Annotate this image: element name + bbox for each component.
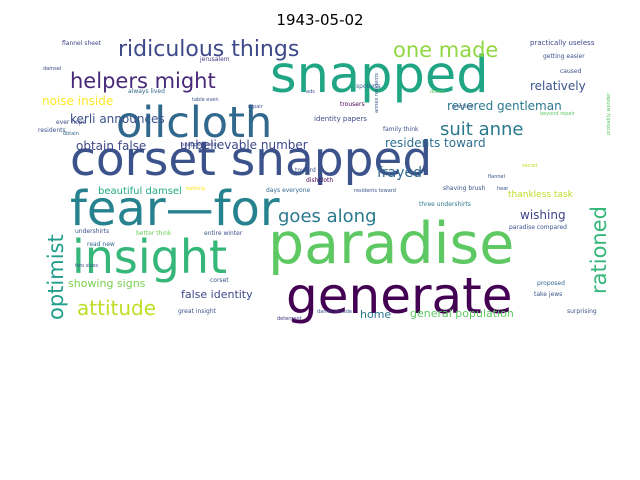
word-64: probably wonder: [606, 92, 612, 135]
word-6: oilcloth: [116, 98, 272, 148]
word-66: hear: [497, 186, 509, 192]
word-12: optimist: [44, 234, 68, 320]
word-60: obtain: [63, 131, 79, 137]
word-61: two sizes: [75, 263, 98, 269]
word-35: jerusalem: [199, 56, 230, 63]
word-11: goes along: [278, 206, 377, 227]
word-33: practically useless: [530, 39, 595, 47]
word-47: three undershirts: [419, 201, 471, 208]
word-21: relatively: [530, 79, 586, 93]
word-17: obtain false: [76, 139, 146, 153]
word-62: repair: [248, 104, 264, 110]
word-40: caused: [560, 68, 582, 75]
word-15: revered gentleman: [447, 99, 562, 113]
word-54: proposed: [537, 280, 565, 287]
word-3: generate: [286, 267, 513, 325]
word-25: showing signs: [68, 277, 146, 290]
word-46: shaving brush: [443, 185, 486, 192]
word-24: wishing: [520, 208, 566, 222]
word-14: rationed: [587, 206, 611, 294]
word-74: annex residents: [374, 73, 380, 113]
word-39: spotless: [356, 83, 381, 90]
word-37: ever hope: [56, 119, 87, 126]
word-0: corset snapped: [70, 132, 432, 187]
word-73: daniel include: [317, 309, 352, 315]
word-32: flannel sheet: [62, 40, 102, 47]
chart-title: 1943-05-02: [276, 11, 364, 29]
word-34: getting easier: [543, 53, 585, 60]
word-53: great insight: [178, 308, 217, 315]
word-52: read new: [87, 241, 115, 248]
word-13: attitude: [77, 296, 156, 320]
word-44: dishcloth: [306, 177, 333, 184]
word-19: unbelievable number: [180, 138, 308, 152]
word-67: bathing: [186, 186, 205, 192]
word-57: corset: [210, 277, 229, 284]
word-22: beautiful damsel: [98, 186, 182, 197]
word-31: family think: [383, 126, 419, 133]
word-16: kerli announces: [70, 112, 165, 126]
word-63: beyond repair: [540, 111, 576, 117]
word-75: practical: [452, 104, 474, 110]
word-49: undershirts: [75, 228, 109, 235]
word-50: better think: [136, 230, 172, 237]
word-43: toward: [295, 167, 316, 174]
word-72: residents toward: [354, 188, 396, 194]
word-9: one made: [393, 38, 498, 62]
word-71: dozen: [430, 89, 445, 95]
word-27: general population: [410, 307, 514, 320]
word-8: helpers might: [70, 69, 216, 93]
word-26: false identity: [181, 288, 253, 301]
word-65: flannel: [488, 174, 505, 180]
word-56: surprising: [567, 308, 597, 315]
word-10: suit anne: [440, 119, 524, 140]
word-5: insight: [72, 230, 227, 284]
word-1: paradise: [268, 211, 514, 277]
word-29: thankless task: [508, 190, 574, 200]
word-28: home: [360, 308, 391, 321]
word-58: detergent: [277, 316, 302, 322]
word-30: identity papers: [314, 115, 367, 123]
word-4: fear—for: [70, 181, 280, 237]
word-36: always lived: [128, 88, 165, 95]
word-45: days everyone: [266, 187, 310, 194]
word-48: paradise compared: [509, 224, 567, 231]
word-7: ridiculous things: [118, 37, 299, 62]
word-59: damsel: [43, 66, 61, 72]
word-18: residents toward: [385, 136, 486, 150]
word-20: noise inside: [42, 94, 113, 108]
word-41: trousers: [340, 101, 365, 108]
word-2: snapped: [270, 46, 489, 105]
word-51: entire winter: [204, 230, 243, 237]
word-55: take jews: [534, 291, 562, 298]
word-70: secret: [522, 163, 537, 169]
word-69: ads: [306, 89, 315, 95]
word-68: table even: [192, 97, 219, 103]
word-42: snapped today: [182, 142, 219, 148]
word-38: residents: [38, 127, 66, 134]
word-23: frayed: [377, 165, 422, 181]
